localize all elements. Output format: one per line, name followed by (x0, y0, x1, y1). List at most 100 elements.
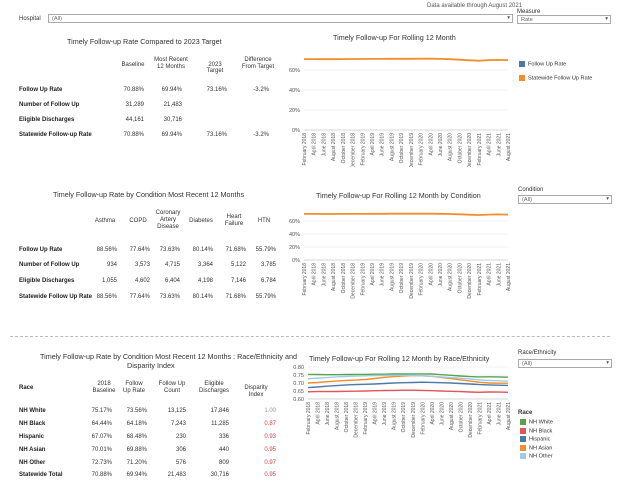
table1-cell-recent: 69.94% (161, 132, 182, 138)
legend-label: NH Black (529, 427, 553, 434)
table3-cell-disparity: 1.00 (264, 408, 276, 414)
table3-cell-disparity: 0.95 (264, 447, 276, 453)
x-tick-label: December 2020 (467, 263, 473, 299)
measure-dropdown[interactable]: Rate ▾ (517, 15, 611, 24)
x-tick-label: June 2019 (380, 133, 386, 157)
table2-cell: 934 (106, 262, 117, 268)
series-line (307, 389, 509, 394)
y-tick-label: 0.75 (293, 373, 304, 379)
legend-label: Follow Up Rate (528, 61, 567, 68)
table3-cell-baseline: 64.44% (91, 421, 112, 427)
table1-cell-recent: 21,483 (163, 102, 182, 108)
race-dropdown[interactable]: (All) ▾ (518, 359, 612, 368)
chart2-title: Timely Follow-up For Rolling 12 Month by… (316, 191, 481, 200)
legend1-item: Statewide Follow Up Rate (519, 75, 592, 81)
table3-cell-baseline: 70.01% (91, 447, 112, 453)
table1-cell-baseline: 70.88% (123, 132, 144, 138)
legend-label: NH White (529, 419, 553, 426)
measure-label: Measure (517, 9, 541, 15)
table3-cell-rate: 69.94% (126, 472, 147, 478)
x-tick-label: October 2019 (401, 402, 407, 433)
chart3-by-race: 0.60 0.65 0.70 0.75 0.80 February 2018 April 2… (293, 365, 512, 438)
x-tick-label: June 2021 (496, 402, 502, 426)
x-tick-label: April 2021 (487, 402, 493, 425)
table1-row-label: Number of Follow Up (19, 102, 80, 108)
table1-cell-baseline: 70.88% (123, 87, 144, 93)
x-tick-label: April 2018 (312, 133, 318, 156)
table3-cell-baseline: 67.07% (91, 434, 112, 440)
y-tick-label: 20% (289, 245, 300, 251)
x-tick-label: August 2018 (331, 263, 337, 291)
chart1-rolling-12-month: 0%20%40%60%February 2018 April 2018 June 2… (289, 57, 512, 167)
x-tick-label: June 2018 (321, 133, 327, 157)
legend-swatch (520, 453, 526, 459)
condition-dropdown[interactable]: (All) ▾ (518, 195, 612, 204)
x-tick-label: August 2018 (335, 402, 341, 430)
table2-cell: 5,122 (230, 262, 246, 268)
hospital-label: Hospital (19, 16, 41, 22)
table3-cell-count: 21,483 (167, 472, 186, 478)
x-tick-label: February 2020 (419, 263, 425, 296)
x-tick-label: August 2021 (506, 263, 512, 291)
legend1-item: Follow Up Rate (519, 61, 566, 67)
series-line (307, 381, 509, 389)
table1-col-difference: Difference From Target (241, 57, 275, 70)
chevron-down-icon: ▾ (606, 360, 609, 366)
table2-cell: 4,715 (164, 262, 180, 268)
table2-cell: 73.63% (159, 294, 180, 300)
x-tick-label: February 2021 (477, 133, 483, 166)
x-tick-label: October 2020 (458, 402, 464, 433)
series-line (304, 212, 509, 216)
x-tick-label: April 2020 (428, 263, 434, 286)
y-tick-label: 0.65 (293, 389, 304, 395)
x-tick-label: October 2020 (457, 263, 463, 294)
table2-cell: 80.14% (192, 247, 213, 253)
y-tick-label: 60% (289, 68, 300, 74)
table1-cell-difference: -3.2% (253, 132, 269, 138)
table2-cell: 55.79% (255, 294, 276, 300)
x-tick-label: August 2020 (449, 402, 455, 430)
table3-row-race: NH Asian (19, 447, 46, 453)
table3-col-header: Follow Up Count (158, 381, 186, 394)
table1-col-recent: Most Recent 12 Months (154, 57, 188, 70)
x-tick-label: June 2018 (321, 263, 327, 287)
table2-row-label: Eligible Discharges (19, 278, 75, 284)
x-tick-label: April 2019 (370, 133, 376, 156)
hospital-dropdown[interactable]: (All) ▾ (48, 14, 513, 23)
table1-cell-baseline: 44,161 (125, 117, 144, 123)
table2-cell: 6,784 (260, 278, 276, 284)
race-legend-item: NH Black (520, 427, 553, 434)
table1-col-target: 2023 Target (206, 62, 224, 74)
x-tick-label: February 2021 (477, 263, 483, 296)
table1-row-label: Follow Up Rate (19, 87, 63, 93)
table3-cell-rate: 68.48% (126, 434, 147, 440)
race-legend-item: NH Asian (520, 444, 553, 451)
table1-title: Timely Follow-up Rate Compared to 2023 T… (67, 37, 222, 46)
x-tick-label: August 2019 (389, 133, 395, 161)
table2-cell: 1,055 (101, 278, 117, 284)
x-tick-label: April 2021 (487, 133, 493, 156)
x-tick-label: December 2020 (467, 133, 473, 167)
table3-cell-count: 306 (175, 447, 186, 453)
x-tick-label: August 2020 (448, 133, 454, 161)
table1-cell-target: 73.16% (206, 132, 227, 138)
table2-cell: 6,404 (164, 278, 180, 284)
table1-row-label: Eligible Discharges (19, 117, 75, 123)
condition-label: Condition (518, 187, 544, 193)
table3-cell-eligible: 11,285 (211, 421, 229, 427)
legend-label: NH Asian (529, 444, 553, 451)
chevron-down-icon: ▾ (606, 196, 609, 202)
table3-cell-eligible: 17,846 (210, 408, 229, 414)
x-tick-label: February 2018 (302, 263, 308, 296)
x-tick-label: December 2018 (351, 133, 357, 167)
legend-swatch (519, 61, 525, 67)
table1-cell-difference: -3.2% (253, 87, 269, 93)
table3-cell-rate: 71.20% (126, 460, 147, 466)
x-tick-label: June 2020 (438, 263, 444, 287)
x-tick-label: October 2019 (399, 263, 405, 294)
table3-cell-baseline: 75.17% (91, 408, 112, 414)
legend-swatch (520, 444, 526, 451)
table1-cell-recent: 30,716 (163, 117, 182, 123)
table3-col-race: Race (19, 385, 34, 391)
table3-row-race: NH Black (19, 421, 46, 427)
